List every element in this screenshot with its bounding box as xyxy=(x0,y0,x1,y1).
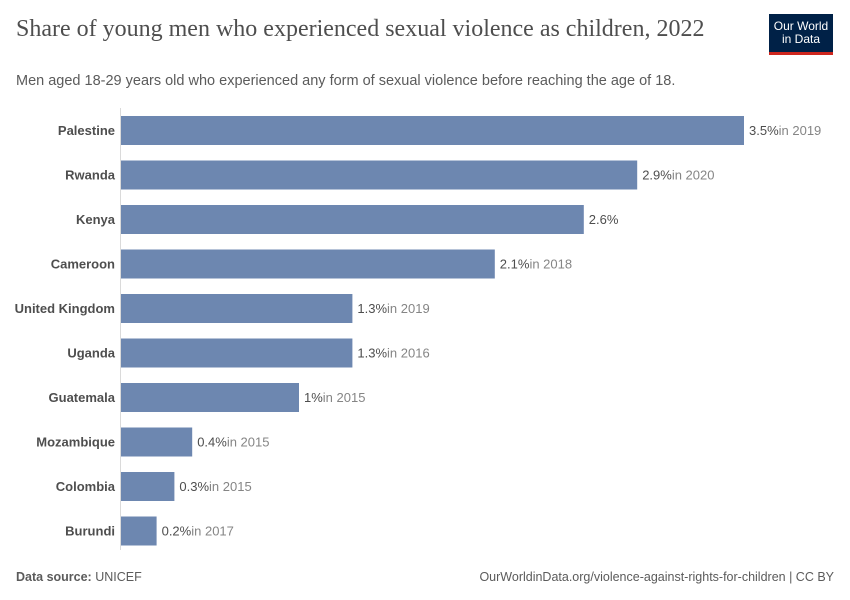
year-note: in 2015 xyxy=(227,435,270,450)
footer-url[interactable]: OurWorldinData.org/violence-against-righ… xyxy=(479,570,834,584)
source-value[interactable]: UNICEF xyxy=(95,570,142,584)
category-label: Rwanda xyxy=(65,168,116,183)
category-label: Palestine xyxy=(58,123,115,138)
value-label: 2.9%in 2020 xyxy=(642,168,714,183)
bar[interactable] xyxy=(121,427,193,457)
value-label: 2.1%in 2018 xyxy=(500,257,572,272)
value-label: 1%in 2015 xyxy=(304,390,365,405)
value-label: 1.3%in 2019 xyxy=(357,301,429,316)
value-label: 1.3%in 2016 xyxy=(357,346,429,361)
bar[interactable] xyxy=(121,338,353,368)
value-label: 2.6% xyxy=(589,212,619,227)
value-text: 1.3% xyxy=(357,346,387,361)
bar[interactable] xyxy=(121,160,638,190)
year-note: in 2017 xyxy=(191,524,234,539)
value-text: 0.2% xyxy=(162,524,192,539)
bar[interactable] xyxy=(121,116,744,145)
category-label: Colombia xyxy=(56,479,116,494)
year-note: in 2020 xyxy=(672,168,715,183)
bar[interactable] xyxy=(121,516,157,546)
year-note: in 2019 xyxy=(387,301,430,316)
value-label: 0.2%in 2017 xyxy=(162,524,234,539)
year-note: in 2018 xyxy=(529,257,572,272)
bar[interactable] xyxy=(121,205,584,234)
value-text: 3.5% xyxy=(749,123,779,138)
year-note: in 2015 xyxy=(323,390,366,405)
year-note: in 2019 xyxy=(779,123,822,138)
value-text: 0.3% xyxy=(179,479,209,494)
bar[interactable] xyxy=(121,249,495,279)
bar[interactable] xyxy=(121,294,353,323)
value-text: 2.6% xyxy=(589,212,619,227)
value-label: 0.3%in 2015 xyxy=(179,479,251,494)
category-label: Kenya xyxy=(76,212,116,227)
value-text: 2.9% xyxy=(642,168,672,183)
value-text: 1% xyxy=(304,390,323,405)
year-note: in 2016 xyxy=(387,346,430,361)
year-note: in 2015 xyxy=(209,479,252,494)
category-label: Cameroon xyxy=(51,257,115,272)
logo-line2: in Data xyxy=(781,32,821,46)
value-text: 0.4% xyxy=(197,435,227,450)
category-label: United Kingdom xyxy=(15,301,115,316)
chart-title: Share of young men who experienced sexua… xyxy=(16,16,705,42)
owid-logo[interactable]: Our World in Data xyxy=(769,14,833,55)
value-text: 2.1% xyxy=(500,257,530,272)
category-label: Mozambique xyxy=(36,435,115,450)
category-label: Uganda xyxy=(67,346,115,361)
bar[interactable] xyxy=(121,383,299,412)
bar[interactable] xyxy=(121,472,175,501)
data-source: Data source: UNICEF xyxy=(16,570,142,584)
source-label: Data source: xyxy=(16,570,92,584)
category-label: Burundi xyxy=(65,524,115,539)
value-label: 0.4%in 2015 xyxy=(197,435,269,450)
category-label: Guatemala xyxy=(49,390,116,405)
chart-subtitle: Men aged 18-29 years old who experienced… xyxy=(16,73,676,89)
logo-line1: Our World xyxy=(773,19,829,33)
value-text: 1.3% xyxy=(357,301,387,316)
value-label: 3.5%in 2019 xyxy=(749,123,821,138)
